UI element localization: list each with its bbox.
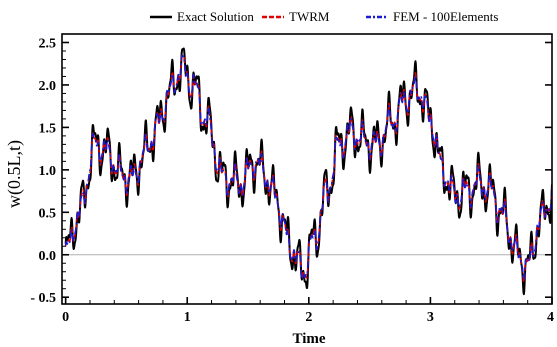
y-tick-label-5: 2.0	[39, 79, 57, 94]
x-tick-label-0: 0	[62, 310, 69, 325]
x-tick-label-3: 3	[427, 310, 434, 325]
plot-frame	[61, 33, 553, 305]
y-tick-label-1: 0.0	[39, 249, 57, 264]
plot-area	[61, 33, 553, 305]
y-axis-title: w(0.5L,t)	[4, 140, 25, 208]
x-tick-label-4: 4	[547, 310, 554, 325]
y-tick-label-6: 2.5	[39, 36, 57, 51]
y-tick-label-0: - 0.5	[30, 291, 56, 306]
legend: Exact Solution TWRM FEM - 100Elements	[150, 9, 498, 24]
legend-label-0: Exact Solution	[177, 9, 254, 24]
legend-label-2: FEM - 100Elements	[393, 9, 498, 24]
y-axis: - 0.5 0.0 0.5 1.0 1.5 2.0 2.5	[30, 36, 552, 306]
y-tick-label-2: 0.5	[39, 206, 57, 221]
y-tick-label-4: 1.5	[39, 121, 57, 136]
legend-label-1: TWRM	[289, 9, 330, 24]
series-line-2	[64, 54, 552, 281]
x-axis: 0 1 2 3 4	[62, 297, 554, 325]
x-axis-title: Time	[292, 331, 325, 347]
x-tick-label-1: 1	[184, 310, 191, 325]
series-layer	[64, 47, 552, 296]
x-tick-label-2: 2	[305, 310, 312, 325]
y-tick-label-3: 1.0	[39, 164, 57, 179]
